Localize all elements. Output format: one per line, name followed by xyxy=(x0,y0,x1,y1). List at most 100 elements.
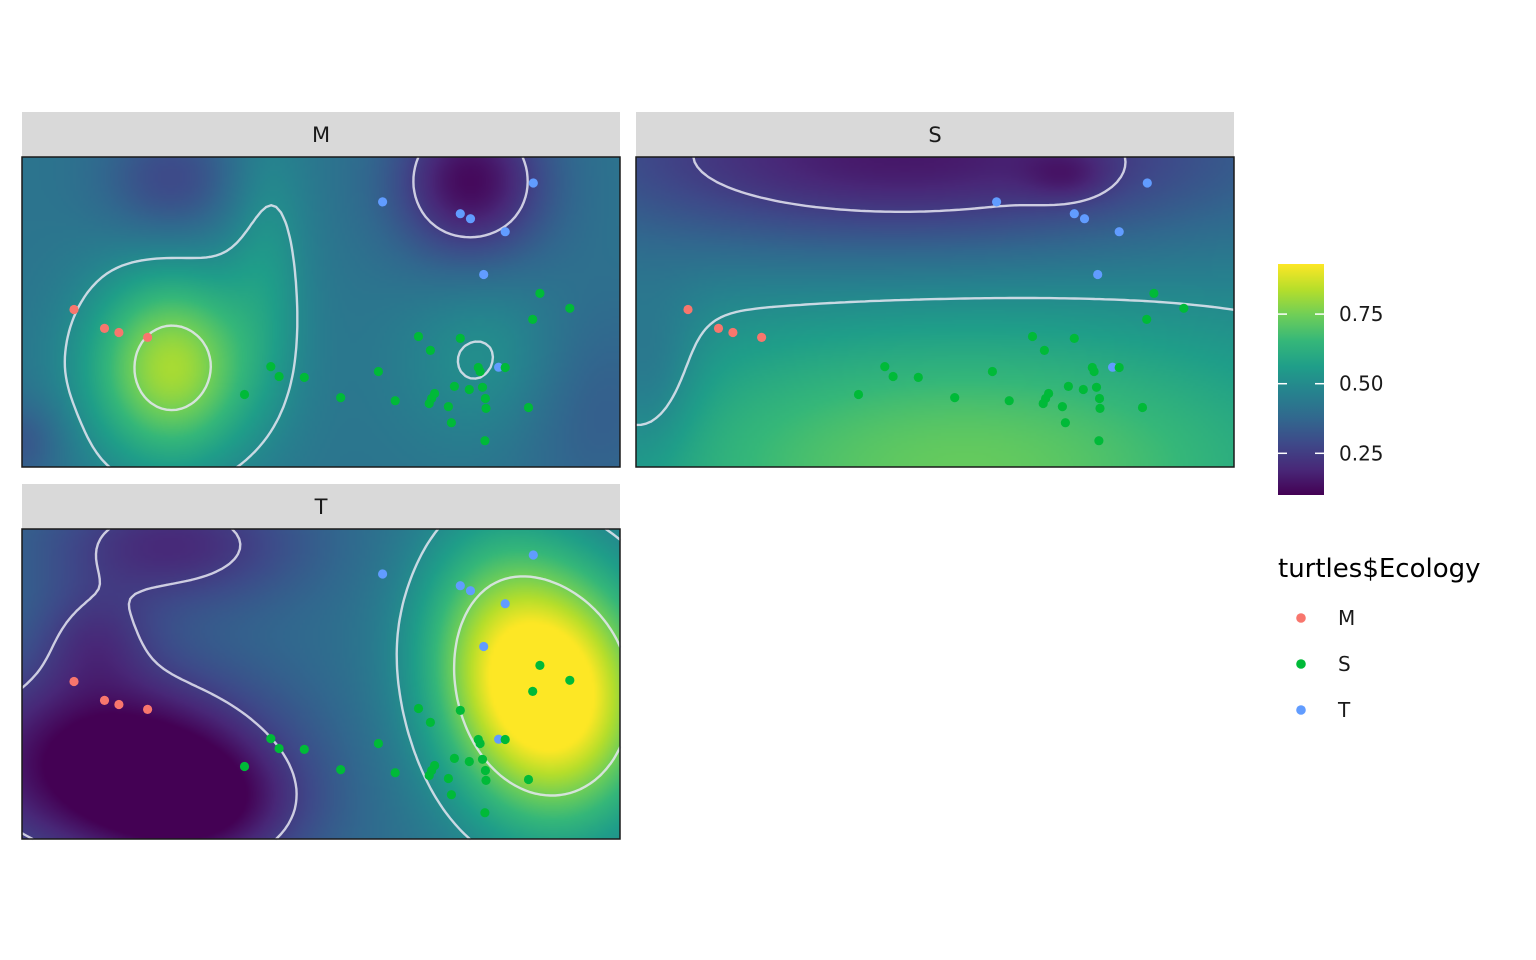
data-point-s xyxy=(455,333,465,343)
facet-panel-m: M xyxy=(21,112,621,469)
data-point-s xyxy=(274,743,284,754)
legend-label-s: S xyxy=(1338,652,1351,676)
legend-title: turtles$Ecology xyxy=(1278,554,1481,584)
data-point-s xyxy=(239,761,250,772)
colorbar-tick-label: 0.75 xyxy=(1339,302,1384,326)
data-point-t xyxy=(1108,362,1118,372)
data-point-s xyxy=(1069,333,1079,343)
data-point-s xyxy=(424,770,434,781)
legend-key-s xyxy=(1296,659,1306,669)
data-point-s xyxy=(1004,396,1014,406)
data-point-t xyxy=(1069,209,1079,219)
data-point-t xyxy=(465,214,476,224)
contour-lines-s xyxy=(634,155,1236,427)
data-point-m xyxy=(713,323,724,333)
data-point-s xyxy=(443,773,453,784)
legend-label-m: M xyxy=(1338,606,1355,630)
contour-line xyxy=(634,296,1236,427)
points-m xyxy=(69,178,575,446)
legend-items: MST xyxy=(1296,606,1355,722)
panel-border-m xyxy=(21,156,621,468)
data-point-s xyxy=(565,675,575,685)
facet-strip-t xyxy=(22,484,620,529)
data-point-s xyxy=(336,393,346,403)
data-point-s xyxy=(480,765,490,776)
data-point-s xyxy=(1114,362,1124,373)
data-point-s xyxy=(475,738,485,749)
data-point-t xyxy=(500,227,510,237)
data-point-t xyxy=(378,569,388,579)
data-point-s xyxy=(1142,314,1152,324)
data-point-s xyxy=(1149,288,1159,298)
data-point-s xyxy=(477,382,488,392)
data-point-m xyxy=(99,695,110,706)
data-point-s xyxy=(500,734,510,745)
data-point-s xyxy=(1091,382,1102,392)
data-point-t xyxy=(494,734,504,744)
data-point-t xyxy=(455,209,465,219)
data-point-s xyxy=(413,703,424,714)
data-point-s xyxy=(299,372,309,382)
data-point-s xyxy=(987,366,998,377)
data-point-s xyxy=(1137,402,1148,413)
data-point-s xyxy=(1089,366,1099,377)
data-point-t xyxy=(465,586,476,596)
facet-strip-label-t: T xyxy=(314,495,328,519)
data-point-s xyxy=(880,362,890,372)
data-point-m xyxy=(69,676,79,687)
legend-key-m xyxy=(1296,613,1306,623)
data-point-s xyxy=(449,753,459,764)
data-point-t xyxy=(479,269,489,280)
points-t xyxy=(69,550,575,818)
data-point-s xyxy=(481,775,491,786)
data-point-s xyxy=(1027,331,1038,342)
colorbar: 0.25 0.50 0.75 xyxy=(1278,264,1384,495)
data-point-s xyxy=(888,371,898,382)
data-point-s xyxy=(464,756,474,767)
data-point-s xyxy=(413,331,424,342)
data-point-t xyxy=(528,178,538,188)
colorbar-ticks: 0.25 0.50 0.75 xyxy=(1278,302,1384,465)
data-point-s xyxy=(373,366,383,377)
contour-line xyxy=(133,324,212,412)
data-point-s xyxy=(390,768,400,778)
data-point-s xyxy=(425,717,435,728)
data-point-s xyxy=(523,774,534,785)
data-point-s xyxy=(1063,381,1073,391)
heatmap-raster-m xyxy=(22,157,620,467)
facet-panel-t: T xyxy=(20,484,622,841)
contour-line xyxy=(412,155,529,239)
data-point-m xyxy=(69,304,79,315)
legend-label-t: T xyxy=(1337,698,1351,722)
data-point-s xyxy=(853,389,864,400)
facet-panel-s: S xyxy=(634,112,1236,468)
facet-strip-label-s: S xyxy=(928,123,941,147)
data-point-m xyxy=(143,704,153,715)
data-point-s xyxy=(913,372,923,382)
data-point-s xyxy=(500,362,510,373)
data-point-t xyxy=(1079,214,1090,224)
data-point-s xyxy=(1078,384,1088,395)
data-point-s xyxy=(1179,303,1189,313)
data-point-s xyxy=(336,765,346,775)
data-point-s xyxy=(565,303,575,313)
data-point-s xyxy=(274,371,284,382)
data-point-s xyxy=(455,705,465,716)
data-point-t xyxy=(378,197,388,207)
data-point-s xyxy=(299,744,309,755)
data-point-t xyxy=(500,599,510,609)
data-point-s xyxy=(424,398,434,409)
contour-line xyxy=(20,527,298,841)
contour-line xyxy=(692,155,1127,213)
data-point-s xyxy=(446,418,456,428)
data-point-s xyxy=(443,402,453,412)
data-point-s xyxy=(464,384,474,395)
data-point-t xyxy=(494,362,504,372)
panel-border-t xyxy=(21,528,621,840)
facet-strip-m xyxy=(22,112,620,157)
data-point-t xyxy=(992,197,1002,207)
data-point-s xyxy=(481,403,491,413)
legend-key-t xyxy=(1296,705,1306,715)
data-point-s xyxy=(266,734,276,744)
contour-lines-m xyxy=(63,155,529,469)
